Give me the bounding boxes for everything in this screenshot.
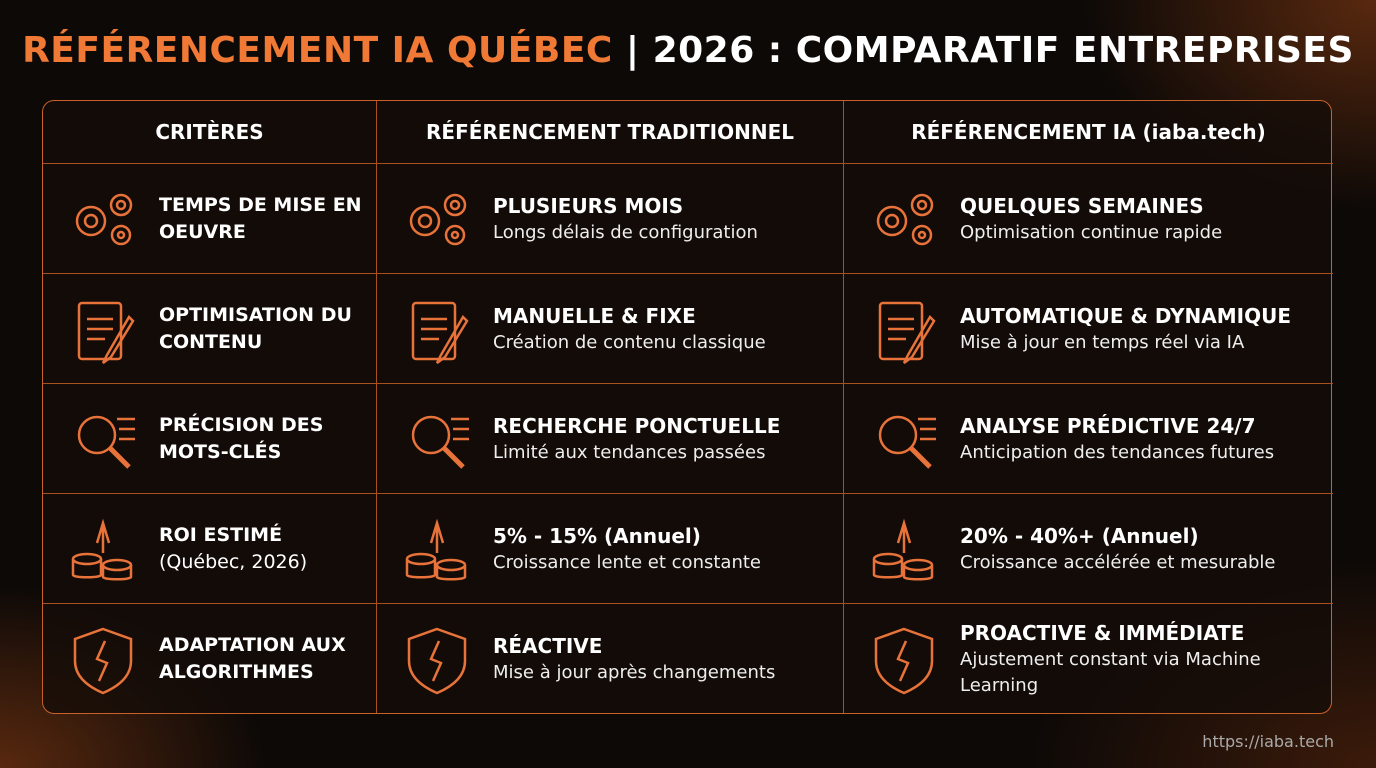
criterion: TEMPS DE MISE EN OEUVRE — [159, 192, 369, 246]
title: RÉFÉRENCEMENT IA QUÉBEC | 2026 : COMPARA… — [0, 30, 1376, 71]
criterion: OPTIMISATION DU CONTENU — [159, 302, 369, 356]
icon-svg — [77, 301, 135, 364]
criterion-cell: TEMPS DE MISE EN OEUVRE — [43, 163, 376, 273]
traditional-icon — [397, 399, 477, 479]
criterion-cell: OPTIMISATION DU CONTENU — [43, 273, 376, 383]
cell-text: RECHERCHE PONCTUELLE Limité aux tendances… — [493, 412, 780, 466]
traditional-icon — [397, 289, 477, 369]
criterion: PRÉCISION DES MOTS-CLÉS — [159, 412, 369, 466]
traditional-title: MANUELLE & FIXE — [493, 303, 696, 328]
ia-title: AUTOMATIQUE & DYNAMIQUE — [960, 303, 1292, 328]
icon-svg — [878, 415, 936, 469]
ia-desc: Mise à jour en temps réel via IA — [960, 331, 1245, 353]
ia-cell: AUTOMATIQUE & DYNAMIQUE Mise à jour en te… — [843, 273, 1333, 383]
icon-svg — [411, 301, 469, 364]
criterion-cell: ADAPTATION AUX ALGORITHMES — [43, 603, 376, 713]
ia-cell: QUELQUES SEMAINES Optimisation continue r… — [843, 163, 1333, 273]
traditional-desc: Limité aux tendances passées — [493, 441, 766, 463]
cell-text: PROACTIVE & IMMÉDIATE Ajustement constant… — [960, 619, 1310, 699]
ia-title: 20% - 40%+ (Annuel) — [960, 523, 1199, 548]
ia-title: ANALYSE PRÉDICTIVE 24/7 — [960, 413, 1256, 438]
traditional-cell: 5% - 15% (Annuel) Croissance lente et con… — [376, 493, 843, 603]
traditional-title: PLUSIEURS MOIS — [493, 193, 684, 218]
icon-svg — [77, 415, 135, 469]
ia-desc: Croissance accélérée et mesurable — [960, 551, 1276, 573]
icon-svg — [75, 193, 133, 245]
header-cell: RÉFÉRENCEMENT IA (iaba.tech) — [843, 101, 1333, 163]
comparison-table: CRITÈRES RÉFÉRENCEMENT TRADITIONNEL RÉFÉRE… — [42, 100, 1333, 714]
ia-cell: PROACTIVE & IMMÉDIATE Ajustement constant… — [843, 603, 1333, 713]
cell-text: 5% - 15% (Annuel) Croissance lente et con… — [493, 522, 761, 576]
criterion-label: ADAPTATION AUX ALGORITHMES — [159, 633, 346, 683]
footer-url: https://iaba.tech — [1202, 732, 1334, 751]
cell-text: 20% - 40%+ (Annuel) Croissance accélérée … — [960, 522, 1276, 576]
criterion-icon — [63, 509, 143, 589]
ia-icon — [864, 619, 944, 699]
cell-text: QUELQUES SEMAINES Optimisation continue r… — [960, 192, 1222, 246]
criterion: ROI ESTIMÉ (Québec, 2026) — [159, 522, 369, 576]
traditional-cell: MANUELLE & FIXE Création de contenu class… — [376, 273, 843, 383]
title-highlight: RÉFÉRENCEMENT IA QUÉBEC — [22, 30, 613, 71]
icon-svg — [872, 518, 934, 580]
criterion-icon — [63, 289, 143, 369]
traditional-desc: Croissance lente et constante — [493, 551, 761, 573]
criterion-cell: ROI ESTIMÉ (Québec, 2026) — [43, 493, 376, 603]
ia-icon — [864, 399, 944, 479]
ia-cell: ANALYSE PRÉDICTIVE 24/7 Anticipation des … — [843, 383, 1333, 493]
criterion-icon — [63, 399, 143, 479]
icon-svg — [407, 627, 467, 694]
icon-svg — [71, 518, 133, 580]
criterion-cell: PRÉCISION DES MOTS-CLÉS — [43, 383, 376, 493]
title-rest: | 2026 : COMPARATIF ENTREPRISES — [625, 30, 1354, 71]
icon-svg — [874, 627, 934, 694]
cell-text: RÉACTIVE Mise à jour après changements — [493, 632, 775, 686]
criterion-label: TEMPS DE MISE EN OEUVRE — [159, 193, 362, 243]
criterion-icon — [63, 179, 143, 259]
icon-svg — [411, 415, 469, 469]
traditional-title: RÉACTIVE — [493, 633, 603, 658]
ia-desc: Ajustement constant via Machine Learning — [960, 648, 1261, 696]
criterion-note: (Québec, 2026) — [159, 550, 308, 573]
traditional-title: 5% - 15% (Annuel) — [493, 523, 701, 548]
criterion-icon — [63, 619, 143, 699]
header-cell: RÉFÉRENCEMENT TRADITIONNEL — [376, 101, 843, 163]
icon-svg — [405, 518, 467, 580]
icon-svg — [876, 193, 934, 245]
traditional-desc: Création de contenu classique — [493, 331, 766, 353]
icon-svg — [409, 193, 467, 245]
traditional-title: RECHERCHE PONCTUELLE — [493, 413, 781, 438]
icon-svg — [878, 301, 936, 364]
traditional-cell: PLUSIEURS MOIS Longs délais de configurat… — [376, 163, 843, 273]
traditional-desc: Mise à jour après changements — [493, 661, 776, 683]
cell-text: AUTOMATIQUE & DYNAMIQUE Mise à jour en te… — [960, 302, 1291, 356]
ia-desc: Anticipation des tendances futures — [960, 441, 1275, 463]
criterion-label: OPTIMISATION DU CONTENU — [159, 303, 352, 353]
traditional-icon — [397, 509, 477, 589]
header-cell: CRITÈRES — [155, 120, 264, 144]
ia-title: QUELQUES SEMAINES — [960, 193, 1204, 218]
ia-title: PROACTIVE & IMMÉDIATE — [960, 620, 1245, 645]
criterion-label: ROI ESTIMÉ — [159, 523, 283, 546]
ia-icon — [864, 289, 944, 369]
ia-desc: Optimisation continue rapide — [960, 221, 1223, 243]
cell-text: ANALYSE PRÉDICTIVE 24/7 Anticipation des … — [960, 412, 1274, 466]
icon-svg — [73, 627, 133, 694]
traditional-desc: Longs délais de configuration — [493, 221, 758, 243]
traditional-cell: RECHERCHE PONCTUELLE Limité aux tendances… — [376, 383, 843, 493]
criterion-label: PRÉCISION DES MOTS-CLÉS — [159, 413, 324, 463]
ia-icon — [864, 179, 944, 259]
criterion: ADAPTATION AUX ALGORITHMES — [159, 632, 369, 686]
traditional-icon — [397, 619, 477, 699]
cell-text: MANUELLE & FIXE Création de contenu class… — [493, 302, 766, 356]
cell-text: PLUSIEURS MOIS Longs délais de configurat… — [493, 192, 758, 246]
traditional-cell: RÉACTIVE Mise à jour après changements — [376, 603, 843, 713]
ia-cell: 20% - 40%+ (Annuel) Croissance accélérée … — [843, 493, 1333, 603]
traditional-icon — [397, 179, 477, 259]
ia-icon — [864, 509, 944, 589]
